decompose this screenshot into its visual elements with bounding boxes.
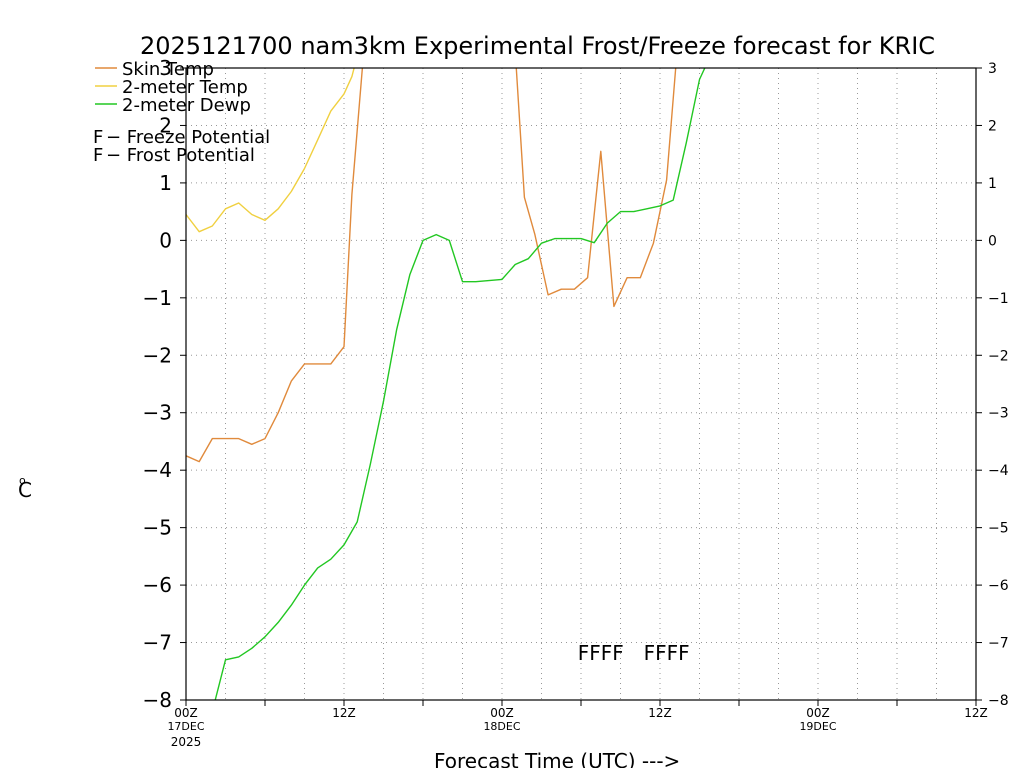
y-tick-label-right: −5 (988, 521, 1009, 537)
y-tick-label-left: −6 (143, 573, 172, 597)
y-tick-label-right: 0 (988, 233, 997, 249)
y-tick-label-left: −5 (143, 516, 172, 540)
series-line-2-meter-temp (186, 68, 355, 233)
y-tick-label-left: 2 (159, 113, 172, 137)
y-tick-label-right: −3 (988, 406, 1009, 422)
x-tick-year: 2025 (171, 735, 202, 749)
chart-title: 2025121700 nam3km Experimental Frost/Fre… (140, 32, 935, 60)
frost-marker-group: FFFF (578, 641, 624, 665)
x-tick-label: 12Z (332, 706, 356, 720)
x-tick-label: 12Z (648, 706, 672, 720)
grid-lines (186, 68, 976, 700)
x-tick-label: 00Z (174, 706, 198, 720)
y-tick-label-right: −2 (988, 348, 1009, 364)
x-tick-date: 18DEC (483, 720, 520, 733)
y-tick-label-right: 1 (988, 176, 997, 192)
y-tick-label-left: −3 (143, 401, 172, 425)
legend-label: 2-meter Dewp (122, 95, 251, 116)
y-tick-label-right: 3 (988, 61, 997, 77)
y-tick-label-left: −4 (143, 458, 172, 482)
series-line-skin-temp (186, 68, 677, 463)
x-axis-label: Forecast Time (UTC) ---> (434, 749, 680, 768)
y-tick-label-right: 2 (988, 118, 997, 134)
y-tick-label-left: −8 (143, 688, 172, 712)
y-axis-unit-letter: C (18, 478, 32, 502)
legend-label: Skin Temp (122, 59, 214, 80)
potential-legend-letter: F (93, 145, 103, 166)
y-axis-ticks: −8 −8 −7 −7 −6 −6 −5 −5 −4 −4 −3 −3 −2 −2 −1 −1 0 0 1 1 2 2 3 3 (143, 56, 1009, 712)
y-tick-label-right: −4 (988, 463, 1009, 479)
potential-legend-text: − Frost Potential (106, 145, 255, 166)
y-tick-label-left: −1 (143, 286, 172, 310)
x-tick-label: 00Z (490, 706, 514, 720)
potential-legend-text: − Freeze Potential (106, 127, 270, 148)
y-tick-label-left: 0 (159, 228, 172, 252)
y-tick-label-right: −6 (988, 578, 1009, 594)
y-tick-label-left: −2 (143, 343, 172, 367)
series-layer (186, 68, 706, 700)
y-tick-label-left: 3 (159, 56, 172, 80)
legend-label: 2-meter Temp (122, 77, 248, 98)
series-line-2-meter-dewp (214, 68, 706, 700)
x-tick-date: 17DEC (167, 720, 204, 733)
y-tick-label-right: −7 (988, 636, 1009, 652)
x-tick-label: 12Z (964, 706, 988, 720)
x-tick-label: 00Z (806, 706, 830, 720)
y-tick-label-left: −7 (143, 631, 172, 655)
y-tick-label-right: −8 (988, 693, 1009, 709)
frost-marker-group: FFFF (644, 641, 690, 665)
y-tick-label-left: 1 (159, 171, 172, 195)
y-axis-unit-degree: o (19, 474, 26, 487)
potential-legend-letter: F (93, 127, 103, 148)
frost-markers: FFFF FFFF (578, 641, 690, 665)
x-tick-date: 19DEC (799, 720, 836, 733)
y-tick-label-right: −1 (988, 291, 1009, 307)
